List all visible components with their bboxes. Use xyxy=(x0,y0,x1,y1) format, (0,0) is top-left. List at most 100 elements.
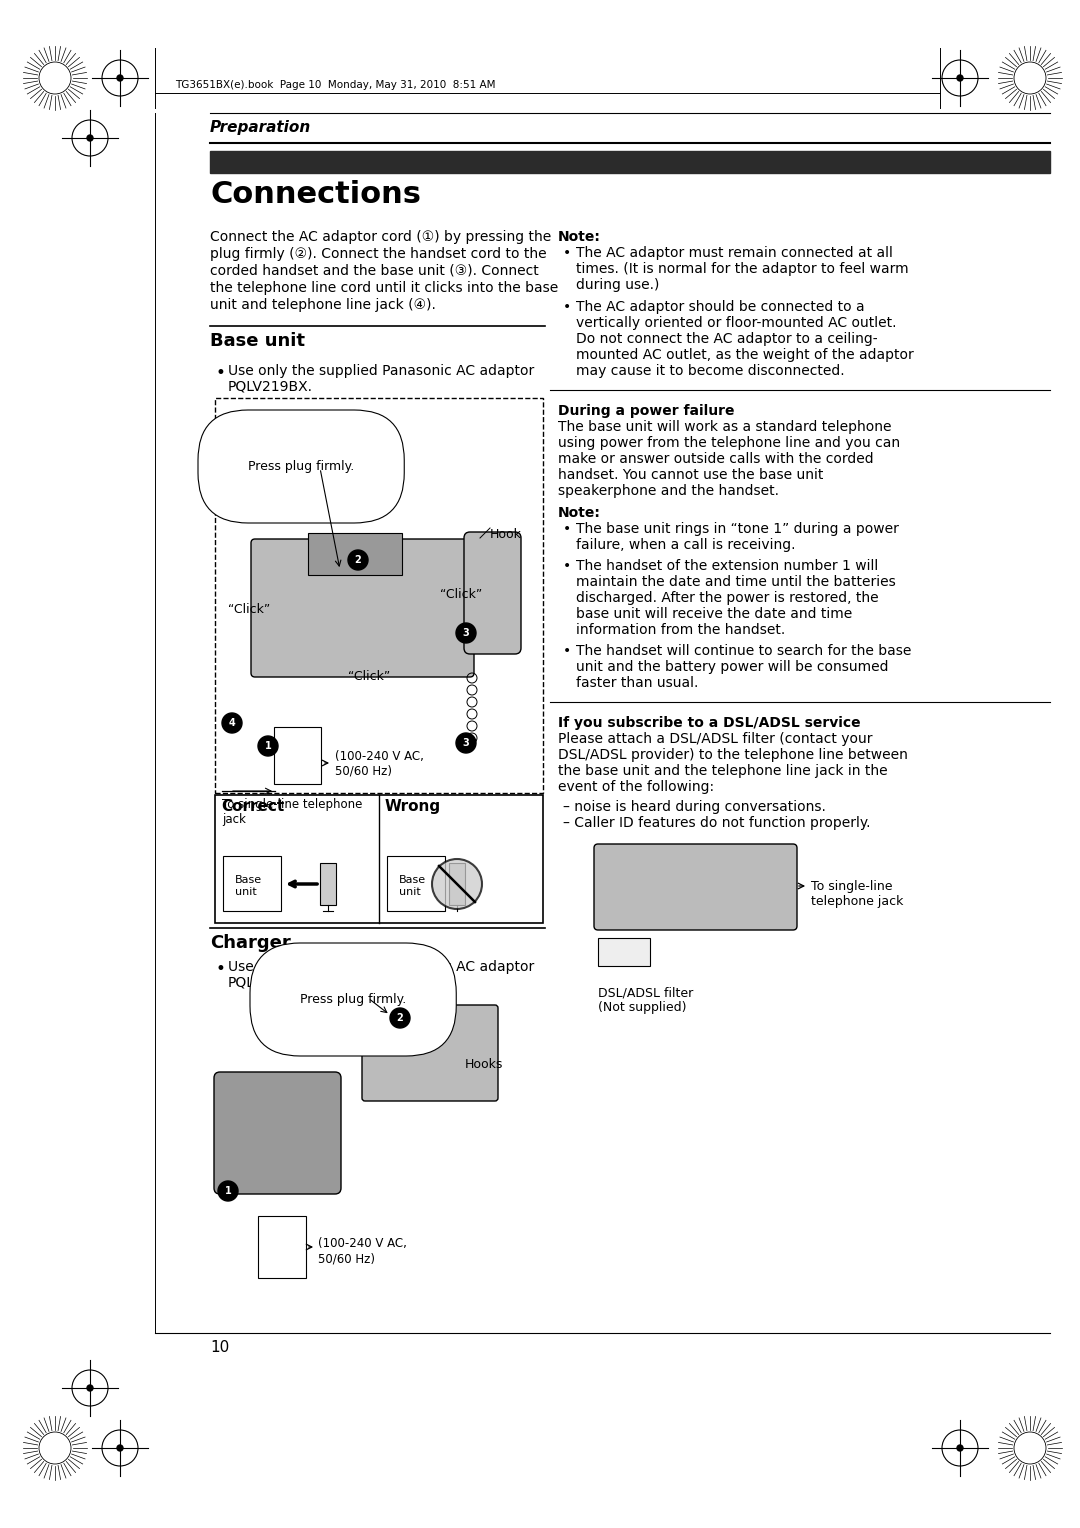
FancyBboxPatch shape xyxy=(214,1073,341,1193)
Text: The base unit rings in “tone 1” during a power: The base unit rings in “tone 1” during a… xyxy=(576,523,899,536)
Text: Base
unit: Base unit xyxy=(235,876,262,897)
Text: vertically oriented or floor-mounted AC outlet.: vertically oriented or floor-mounted AC … xyxy=(576,316,896,330)
Text: Connect the AC adaptor cord (①) by pressing the: Connect the AC adaptor cord (①) by press… xyxy=(210,231,551,244)
Text: If you subscribe to a DSL/ADSL service: If you subscribe to a DSL/ADSL service xyxy=(558,717,861,730)
Text: 2: 2 xyxy=(396,1013,403,1024)
Text: •: • xyxy=(563,643,571,659)
Circle shape xyxy=(87,1384,93,1390)
Text: – noise is heard during conversations.: – noise is heard during conversations. xyxy=(563,801,826,814)
FancyBboxPatch shape xyxy=(594,843,797,931)
Text: times. (It is normal for the adaptor to feel warm: times. (It is normal for the adaptor to … xyxy=(576,261,908,277)
Circle shape xyxy=(218,1181,238,1201)
Text: the base unit and the telephone line jack in the: the base unit and the telephone line jac… xyxy=(558,764,888,778)
Text: 4: 4 xyxy=(229,718,235,727)
Text: “Click”: “Click” xyxy=(228,604,270,616)
Text: handset. You cannot use the base unit: handset. You cannot use the base unit xyxy=(558,468,823,481)
Circle shape xyxy=(87,134,93,141)
Circle shape xyxy=(456,733,476,753)
Bar xyxy=(387,856,445,911)
Text: during use.): during use.) xyxy=(576,278,660,292)
Text: Base unit: Base unit xyxy=(210,332,305,350)
Bar xyxy=(222,856,281,911)
Text: “Click”: “Click” xyxy=(348,669,390,683)
Bar xyxy=(598,938,650,966)
Circle shape xyxy=(390,1008,410,1028)
Text: The AC adaptor must remain connected at all: The AC adaptor must remain connected at … xyxy=(576,246,893,260)
Bar xyxy=(258,1216,306,1277)
Circle shape xyxy=(117,1445,123,1452)
Text: •: • xyxy=(563,523,571,536)
Text: Note:: Note: xyxy=(558,506,600,520)
Text: speakerphone and the handset.: speakerphone and the handset. xyxy=(558,484,779,498)
Text: •: • xyxy=(215,960,225,978)
Text: the telephone line cord until it clicks into the base: the telephone line cord until it clicks … xyxy=(210,281,558,295)
Text: •: • xyxy=(215,364,225,382)
Text: using power from the telephone line and you can: using power from the telephone line and … xyxy=(558,435,900,451)
Text: The base unit will work as a standard telephone: The base unit will work as a standard te… xyxy=(558,420,891,434)
Text: •: • xyxy=(563,246,571,260)
Text: mounted AC outlet, as the weight of the adaptor: mounted AC outlet, as the weight of the … xyxy=(576,348,914,362)
Bar xyxy=(449,863,465,905)
Text: event of the following:: event of the following: xyxy=(558,779,714,795)
Bar xyxy=(215,795,543,923)
Text: unit and the battery power will be consumed: unit and the battery power will be consu… xyxy=(576,660,889,674)
Text: Hooks: Hooks xyxy=(465,1057,503,1071)
Text: base unit will receive the date and time: base unit will receive the date and time xyxy=(576,607,852,620)
Text: – Caller ID features do not function properly.: – Caller ID features do not function pro… xyxy=(563,816,870,830)
Text: The AC adaptor should be connected to a: The AC adaptor should be connected to a xyxy=(576,299,865,313)
Text: During a power failure: During a power failure xyxy=(558,403,734,419)
Circle shape xyxy=(432,859,482,909)
Circle shape xyxy=(957,1445,963,1452)
Bar xyxy=(215,397,543,793)
Text: The handset of the extension number 1 will: The handset of the extension number 1 wi… xyxy=(576,559,878,573)
Text: Connections: Connections xyxy=(210,180,421,209)
Text: failure, when a call is receiving.: failure, when a call is receiving. xyxy=(576,538,796,552)
Bar xyxy=(210,151,1050,173)
Text: DSL/ADSL filter
(Not supplied): DSL/ADSL filter (Not supplied) xyxy=(598,986,693,1015)
Text: corded handset and the base unit (③). Connect: corded handset and the base unit (③). Co… xyxy=(210,264,539,278)
Text: Correct: Correct xyxy=(221,799,284,814)
Text: 1: 1 xyxy=(265,741,271,750)
Text: TG3651BX(e).book  Page 10  Monday, May 31, 2010  8:51 AM: TG3651BX(e).book Page 10 Monday, May 31,… xyxy=(175,79,496,90)
Text: 3: 3 xyxy=(462,628,470,639)
Text: 3: 3 xyxy=(462,738,470,749)
Text: maintain the date and time until the batteries: maintain the date and time until the bat… xyxy=(576,575,895,588)
Text: Preparation: Preparation xyxy=(210,121,311,134)
Bar xyxy=(320,863,336,905)
Circle shape xyxy=(1014,1432,1047,1464)
Text: (100-240 V AC,
50/60 Hz): (100-240 V AC, 50/60 Hz) xyxy=(335,750,423,778)
Text: Use only the supplied Panasonic AC adaptor: Use only the supplied Panasonic AC adapt… xyxy=(228,960,535,973)
Text: 2: 2 xyxy=(354,555,362,565)
Text: information from the handset.: information from the handset. xyxy=(576,623,785,637)
Text: may cause it to become disconnected.: may cause it to become disconnected. xyxy=(576,364,845,377)
Text: Charger: Charger xyxy=(210,934,291,952)
FancyBboxPatch shape xyxy=(464,532,521,654)
Circle shape xyxy=(117,75,123,81)
Circle shape xyxy=(222,714,242,733)
FancyBboxPatch shape xyxy=(274,727,321,784)
FancyBboxPatch shape xyxy=(251,539,474,677)
Text: Hook: Hook xyxy=(490,529,522,541)
Text: Wrong: Wrong xyxy=(384,799,441,814)
Text: plug firmly (②). Connect the handset cord to the: plug firmly (②). Connect the handset cor… xyxy=(210,248,546,261)
Circle shape xyxy=(39,63,71,95)
Text: Press plug firmly.: Press plug firmly. xyxy=(300,993,406,1005)
Text: Do not connect the AC adaptor to a ceiling-: Do not connect the AC adaptor to a ceili… xyxy=(576,332,878,345)
FancyBboxPatch shape xyxy=(362,1005,498,1102)
Text: make or answer outside calls with the corded: make or answer outside calls with the co… xyxy=(558,452,874,466)
Text: Please attach a DSL/ADSL filter (contact your: Please attach a DSL/ADSL filter (contact… xyxy=(558,732,873,746)
Text: DSL/ADSL provider) to the telephone line between: DSL/ADSL provider) to the telephone line… xyxy=(558,749,908,762)
Text: Use only the supplied Panasonic AC adaptor: Use only the supplied Panasonic AC adapt… xyxy=(228,364,535,377)
Text: 10: 10 xyxy=(210,1340,229,1355)
Text: faster than usual.: faster than usual. xyxy=(576,675,699,691)
Circle shape xyxy=(456,623,476,643)
FancyBboxPatch shape xyxy=(308,533,402,575)
Circle shape xyxy=(348,550,368,570)
Text: (100-240 V AC,
50/60 Hz): (100-240 V AC, 50/60 Hz) xyxy=(318,1238,407,1265)
Text: “Click”: “Click” xyxy=(440,588,483,601)
Text: PQLV219BX.: PQLV219BX. xyxy=(228,975,313,989)
Text: To single-line telephone
jack: To single-line telephone jack xyxy=(222,798,363,827)
Text: 1: 1 xyxy=(225,1186,231,1196)
Text: Note:: Note: xyxy=(558,231,600,244)
Text: •: • xyxy=(563,559,571,573)
